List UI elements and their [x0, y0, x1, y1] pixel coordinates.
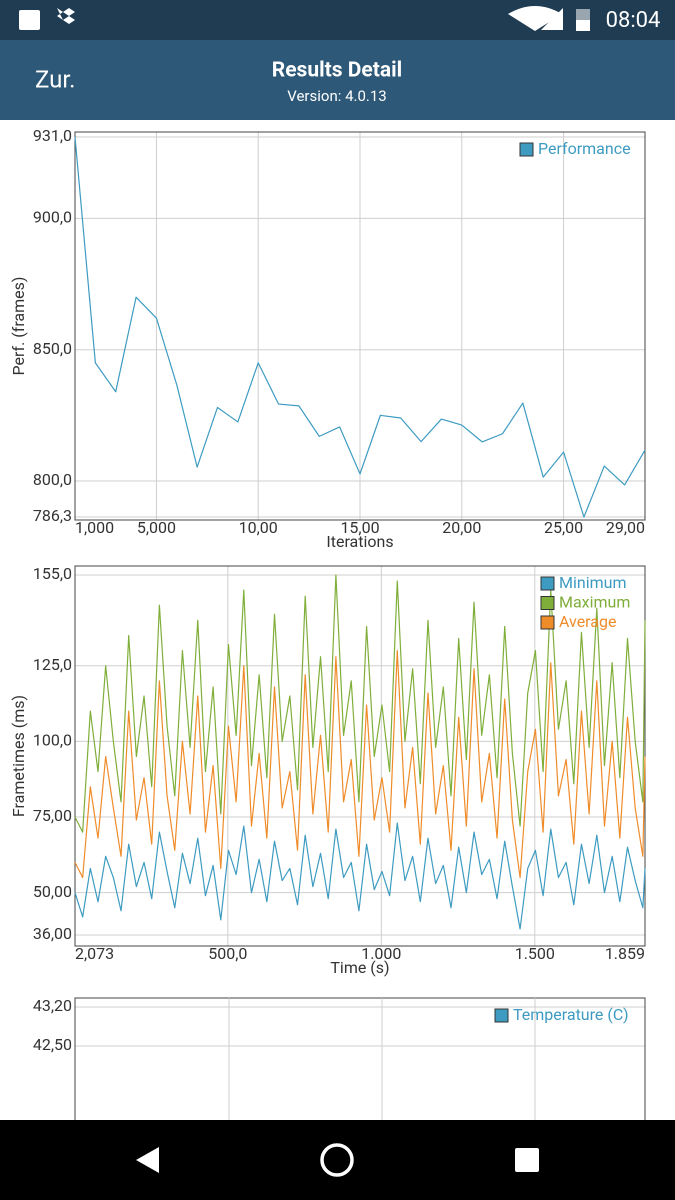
- legend-label: Average: [559, 612, 616, 631]
- y-tick-label: 931,0: [33, 126, 72, 145]
- plot-border: [74, 131, 646, 521]
- plot-border: [74, 565, 646, 947]
- battery-level: [576, 20, 590, 31]
- status-bar: [0, 0, 675, 40]
- y-tick-label: 43,20: [33, 996, 72, 1015]
- app-bar: [0, 40, 675, 120]
- legend-label: Performance: [538, 139, 631, 158]
- legend-swatch: [494, 1008, 509, 1023]
- legend-swatch: [540, 576, 555, 591]
- back-button[interactable]: Zur.: [35, 65, 75, 93]
- wifi-icon: [508, 6, 562, 31]
- y-tick-label: 125,0: [33, 655, 72, 674]
- x-tick-label: 1.500: [515, 944, 555, 963]
- y-tick-label: 42,50: [33, 1035, 72, 1054]
- x-tick-label: 1,000: [75, 518, 114, 537]
- x-tick-label: 1.000: [361, 944, 401, 963]
- x-axis-title: Iterations: [326, 532, 393, 551]
- x-tick-label: 5,000: [137, 518, 176, 537]
- y-tick-label: 100,0: [33, 731, 72, 750]
- x-tick-label: 29,00: [606, 518, 645, 537]
- series-line: [74, 822, 646, 930]
- y-tick-label: 900,0: [33, 208, 72, 227]
- series-line: [74, 574, 646, 833]
- x-tick-label: 20,00: [442, 518, 481, 537]
- legend-label: Temperature (C): [513, 1005, 629, 1024]
- x-tick-label: 500,0: [208, 944, 247, 963]
- series-line: [74, 650, 646, 879]
- y-axis-title: Perf. (frames): [9, 277, 28, 376]
- back-nav[interactable]: [136, 1147, 159, 1173]
- clock: 08:04: [606, 8, 661, 33]
- x-tick-label: 2,073: [75, 944, 114, 963]
- legend-swatch: [540, 596, 555, 610]
- legend-swatch: [540, 615, 555, 630]
- nav-bar: [0, 1120, 675, 1200]
- y-tick-label: 36,00: [33, 924, 72, 943]
- y-tick-label: 155,0: [33, 564, 72, 583]
- legend-swatch: [519, 142, 534, 157]
- y-tick-label: 75,00: [33, 806, 72, 825]
- y-axis-title: Frametimes (ms): [9, 695, 28, 817]
- y-tick-label: 800,0: [33, 470, 72, 489]
- y-tick-label: 786,3: [33, 506, 72, 525]
- legend-label: Maximum: [559, 593, 630, 612]
- page-title: Results Detail: [272, 59, 402, 83]
- y-tick-label: 50,00: [33, 882, 72, 901]
- charts: 1,000 5,000 10,00 15,00 20,00 25,00 29,00 931,0…: [9, 126, 646, 1136]
- legend-label: Minimum: [559, 573, 626, 592]
- dropbox-icon: [57, 8, 75, 24]
- series-line: [74, 136, 646, 518]
- x-tick-label: 1.859: [605, 944, 645, 963]
- home-nav[interactable]: [320, 1143, 354, 1177]
- x-tick-label: 25,00: [544, 518, 583, 537]
- recents-nav[interactable]: [515, 1148, 539, 1172]
- x-axis-title: Time (s): [330, 958, 389, 977]
- x-tick-label: 15,00: [340, 518, 379, 537]
- y-tick-label: 850,0: [33, 339, 72, 358]
- x-tick-label: 10,00: [239, 518, 278, 537]
- signal-icon: [541, 8, 563, 30]
- gallery-icon: [19, 10, 40, 30]
- page-subtitle: Version: 4.0.13: [287, 87, 386, 105]
